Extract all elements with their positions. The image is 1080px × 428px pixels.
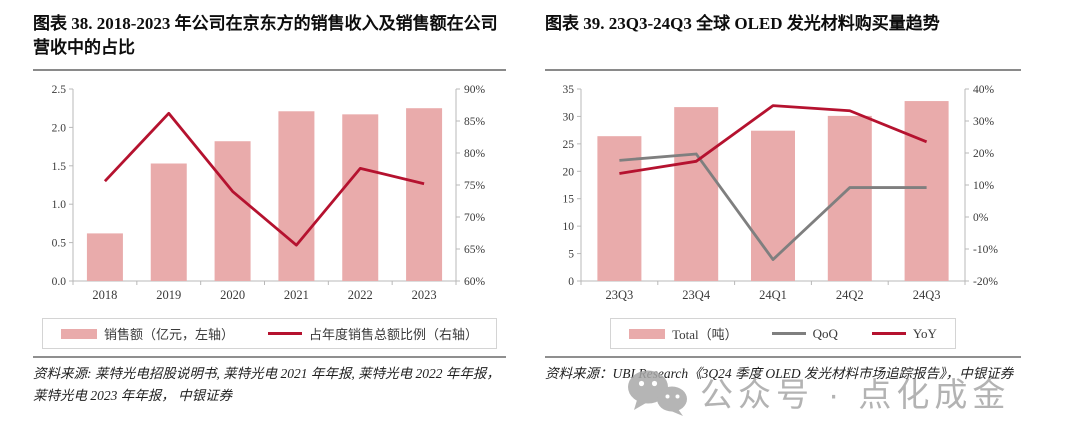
- x-axis-category-label: 2018: [92, 288, 117, 302]
- x-axis-category-label: 24Q2: [836, 288, 864, 302]
- bar: [904, 101, 949, 281]
- line-series: [103, 111, 425, 247]
- right-axis-tick-label: -10%: [973, 244, 998, 256]
- left-axis-tick-label: 0.5: [52, 238, 67, 250]
- bar: [827, 115, 872, 281]
- bar: [150, 163, 187, 281]
- left-axis-tick-label: 15: [563, 194, 575, 206]
- legend-label: YoY: [912, 325, 937, 341]
- left-axis-tick-label: 1.0: [52, 199, 67, 211]
- legend-line-swatch: [268, 332, 302, 335]
- x-axis-category-label: 2021: [284, 288, 309, 302]
- legend-item: QoQ: [771, 325, 838, 342]
- x-axis-category-label: 2022: [348, 288, 373, 302]
- figure-38-chart: 0.0 0.5 1.0 1.5 2.0 2.5 60% 65% 70% 75% 80% 85% 90% 2…: [33, 75, 506, 316]
- left-axis-tick-label: 5: [568, 249, 574, 261]
- figure-38-source: 资料来源: 莱特光电招股说明书, 莱特光电 2021 年年报, 莱特光电 202…: [33, 366, 500, 403]
- right-axis-tick-label: 80%: [464, 148, 486, 160]
- x-axis-category-label: 2020: [220, 288, 245, 302]
- right-axis-tick-label: 10%: [973, 180, 995, 192]
- figure-39-chart: 0 5 10 15 20 25 30 35 -20% -10% 0% 10% 20% 30% 40% 23Q3…: [545, 75, 1021, 316]
- legend-label: 占年度销售总额比例（右轴）: [309, 327, 479, 342]
- figure-39-title: 图表 39. 23Q3-24Q3 全球 OLED 发光材料购买量趋势: [545, 12, 1021, 71]
- right-axis-tick-label: 70%: [464, 212, 486, 224]
- left-axis-tick-label: 0.0: [52, 276, 67, 288]
- right-axis-tick-label: 40%: [973, 84, 995, 96]
- right-axis-tick-label: 0%: [973, 212, 989, 224]
- figure-39-panel: 图表 39. 23Q3-24Q3 全球 OLED 发光材料购买量趋势 0 5 10 1…: [545, 12, 1021, 385]
- left-axis-tick-label: 0: [568, 276, 574, 288]
- bar: [214, 141, 251, 281]
- left-axis-tick-label: 20: [563, 166, 575, 178]
- right-axis-tick-label: 65%: [464, 244, 486, 256]
- left-axis-tick-label: 30: [563, 111, 575, 123]
- right-axis-tick-label: 60%: [464, 276, 486, 288]
- left-axis-tick-label: 1.5: [52, 161, 67, 173]
- figure-38-title: 图表 38. 2018-2023 年公司在京东方的销售收入及销售额在公司营收中的…: [33, 12, 506, 71]
- legend-line-swatch: [771, 332, 806, 335]
- right-axis-tick-label: -20%: [973, 276, 998, 288]
- right-axis-tick-label: 30%: [973, 116, 995, 128]
- figure-38-legend: 销售额（亿元，左轴） 占年度销售总额比例（右轴）: [41, 318, 498, 349]
- figure-39-legend: Total（吨） QoQ YoY: [610, 318, 956, 349]
- x-axis-category-label: 23Q4: [682, 288, 711, 302]
- x-axis-category-label: 23Q3: [606, 288, 634, 302]
- x-axis-category-label: 2023: [412, 288, 437, 302]
- bar: [278, 111, 315, 281]
- legend-label: QoQ: [812, 325, 838, 341]
- left-axis-tick-label: 25: [563, 139, 575, 151]
- right-axis-tick-label: 75%: [464, 180, 486, 192]
- legend-item: 占年度销售总额比例（右轴）: [268, 324, 478, 343]
- left-axis-tick-label: 35: [563, 84, 575, 96]
- figure-38-divider: [33, 356, 506, 358]
- line-series: [619, 104, 928, 175]
- left-axis-tick-label: 2.0: [52, 122, 67, 134]
- bar: [751, 130, 795, 281]
- bar: [342, 114, 379, 282]
- right-axis-tick-label: 85%: [464, 116, 486, 128]
- legend-item: 销售额（亿元，左轴）: [60, 324, 234, 343]
- figure-39-legend-row: Total（吨） QoQ YoY: [545, 318, 1021, 349]
- x-axis-category-label: 24Q3: [913, 288, 941, 302]
- legend-bar-swatch: [629, 328, 666, 339]
- x-axis-category-label: 2019: [156, 288, 181, 302]
- legend-item: YoY: [871, 325, 937, 342]
- sales-revenue-chart: 0.0 0.5 1.0 1.5 2.0 2.5 60% 65% 70% 75% 80% 85% 90% 2…: [52, 84, 486, 302]
- legend-line-swatch: [871, 332, 906, 335]
- legend-label: Total（吨）: [672, 327, 738, 342]
- bar: [674, 107, 719, 281]
- left-axis-tick-label: 2.5: [52, 84, 67, 96]
- figure-39-divider: [545, 356, 1021, 358]
- legend-item: Total（吨）: [629, 324, 738, 343]
- bar: [86, 233, 123, 281]
- x-axis-category-label: 24Q1: [759, 288, 787, 302]
- figure-38-panel: 图表 38. 2018-2023 年公司在京东方的销售收入及销售额在公司营收中的…: [33, 12, 506, 406]
- line-series: [619, 152, 927, 261]
- figure-38-legend-row: 销售额（亿元，左轴） 占年度销售总额比例（右轴）: [33, 318, 506, 349]
- left-axis-tick-label: 10: [563, 221, 575, 233]
- legend-bar-swatch: [60, 328, 97, 339]
- oled-material-chart: 0 5 10 15 20 25 30 35 -20% -10% 0% 10% 20% 30% 40% 23Q3…: [563, 84, 999, 302]
- right-axis-tick-label: 20%: [973, 148, 995, 160]
- bar: [406, 108, 443, 281]
- legend-label: 销售额（亿元，左轴）: [103, 327, 234, 342]
- right-axis-tick-label: 90%: [464, 84, 486, 96]
- figure-39-source: 资料来源：UBI Research《3Q24 季度 OLED 发光材料市场追踪报…: [545, 366, 1014, 381]
